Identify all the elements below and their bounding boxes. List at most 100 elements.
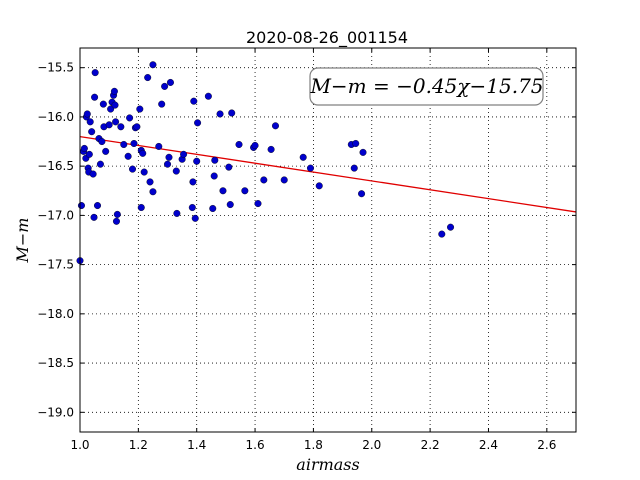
data-point	[146, 178, 154, 186]
annotation-box	[309, 67, 544, 106]
data-point	[137, 204, 145, 212]
data-point	[133, 123, 141, 131]
data-point	[228, 109, 236, 117]
fit-line	[79, 135, 577, 213]
data-point	[193, 157, 201, 165]
chart-title: 2020-08-26_001154	[246, 28, 408, 48]
data-point	[189, 178, 197, 186]
y-tick-label: −17.0	[37, 208, 74, 222]
data-point	[219, 187, 227, 195]
data-point	[165, 153, 173, 161]
data-point	[144, 74, 152, 82]
x-axis-label: airmass	[296, 455, 359, 474]
data-point	[306, 164, 314, 172]
data-point	[251, 141, 259, 149]
data-point	[113, 210, 121, 218]
data-point	[98, 138, 106, 146]
data-point	[149, 188, 157, 196]
data-point	[194, 119, 202, 127]
data-point	[124, 152, 132, 160]
data-point	[225, 163, 233, 171]
data-point	[204, 92, 212, 100]
data-point	[88, 128, 96, 136]
data-point	[120, 140, 128, 148]
y-axis-ticks: −15.5 −16.0 −16.5 −17.0 −17.5 −18.0 −18.5 −19.0	[37, 61, 576, 419]
data-point	[91, 93, 99, 101]
data-point	[190, 97, 198, 105]
data-point	[110, 87, 118, 95]
data-point	[129, 165, 137, 173]
data-point	[149, 61, 157, 69]
data-point	[86, 118, 94, 126]
data-point	[209, 204, 217, 212]
data-point	[352, 140, 360, 148]
data-point	[438, 230, 446, 238]
data-point	[94, 202, 102, 210]
y-tick-label: −16.0	[37, 110, 74, 124]
data-point	[188, 204, 196, 212]
data-point	[112, 118, 120, 126]
y-tick-label: −19.0	[37, 405, 74, 419]
data-point	[350, 164, 358, 172]
data-point	[211, 156, 219, 164]
data-point	[83, 110, 91, 118]
y-tick-label: −18.0	[37, 307, 74, 321]
x-tick-label: 2.6	[537, 438, 556, 452]
data-point	[91, 69, 99, 77]
data-point	[359, 148, 367, 156]
fit-annotation: M−m = −0.45χ−15.75	[309, 67, 544, 106]
data-point	[85, 150, 93, 158]
data-point	[140, 168, 148, 176]
x-axis-ticks: 1.0 1.2 1.4 1.6 1.8 2.0 2.2 2.4 2.6	[70, 48, 556, 452]
data-point	[235, 140, 243, 148]
x-tick-label: 1.2	[129, 438, 148, 452]
data-point	[447, 223, 455, 231]
data-point	[155, 142, 163, 150]
data-point	[191, 214, 199, 222]
x-tick-label: 1.4	[187, 438, 206, 452]
data-point	[77, 202, 85, 210]
x-tick-label: 2.4	[479, 438, 498, 452]
data-point	[90, 213, 98, 221]
x-tick-label: 1.0	[70, 438, 89, 452]
data-point	[241, 187, 249, 195]
fit-line-group	[79, 135, 577, 213]
data-point	[130, 140, 138, 148]
data-point	[260, 176, 268, 184]
data-points	[76, 61, 455, 265]
data-point	[111, 101, 119, 109]
data-point	[267, 145, 275, 153]
data-point	[158, 100, 166, 108]
data-point	[180, 150, 188, 158]
data-point	[96, 160, 104, 168]
data-point	[161, 82, 169, 90]
data-point	[216, 110, 224, 118]
y-axis-label: M−m	[13, 218, 32, 264]
data-point	[173, 209, 181, 217]
data-point	[99, 100, 107, 108]
data-point	[89, 170, 97, 178]
y-tick-label: −18.5	[37, 356, 74, 370]
data-point	[166, 78, 174, 86]
data-point	[112, 217, 120, 225]
data-point	[210, 172, 218, 180]
data-point	[299, 153, 307, 161]
data-point	[102, 147, 110, 155]
data-point	[80, 144, 88, 152]
y-tick-label: −17.5	[37, 258, 74, 272]
x-tick-label: 1.8	[304, 438, 323, 452]
data-point	[172, 167, 180, 175]
data-point	[126, 114, 134, 122]
data-point	[136, 105, 144, 113]
y-tick-label: −16.5	[37, 159, 74, 173]
data-point	[254, 200, 262, 208]
data-point	[226, 201, 234, 209]
data-point	[358, 190, 366, 198]
x-tick-label: 1.6	[246, 438, 265, 452]
y-tick-label: −15.5	[37, 61, 74, 75]
data-point	[315, 182, 323, 190]
data-point	[139, 149, 147, 157]
data-point	[105, 121, 113, 129]
plot-frame	[79, 47, 577, 433]
